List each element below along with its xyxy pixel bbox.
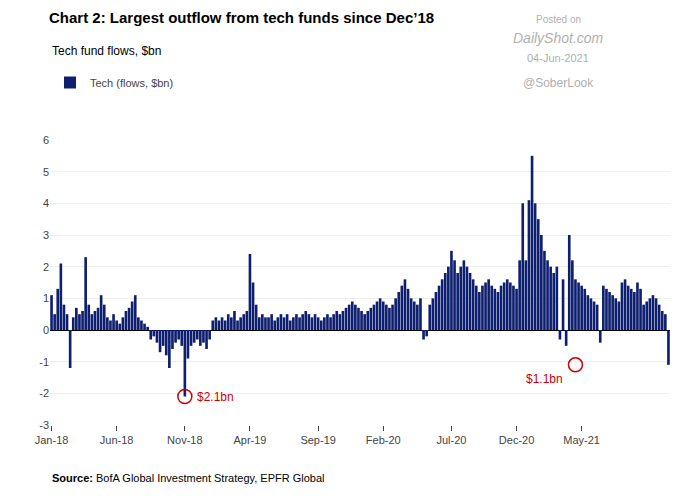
svg-text:-3: -3 [39,419,49,431]
svg-text:Jun-18: Jun-18 [100,434,134,446]
svg-text:Apr-19: Apr-19 [233,434,266,446]
svg-text:Source: BofA Global Investment: Source: BofA Global Investment Strategy,… [52,472,324,484]
svg-text:$2.1bn: $2.1bn [197,390,234,404]
svg-text:1: 1 [43,292,49,304]
svg-text:Tech fund flows, $bn: Tech fund flows, $bn [52,44,161,58]
svg-text:-1: -1 [39,356,49,368]
svg-text:DailyShot.com: DailyShot.com [513,30,604,46]
svg-text:May-21: May-21 [563,434,600,446]
svg-text:0: 0 [43,324,49,336]
svg-text:Jul-20: Jul-20 [436,434,466,446]
svg-text:Feb-20: Feb-20 [366,434,401,446]
svg-text:Tech (flows, $bn): Tech (flows, $bn) [90,77,173,89]
svg-text:2: 2 [43,261,49,273]
svg-text:Jan-18: Jan-18 [35,434,69,446]
svg-text:Chart 2: Largest outflow from: Chart 2: Largest outflow from tech funds… [49,9,434,26]
svg-text:3: 3 [43,229,49,241]
svg-text:6: 6 [43,134,49,146]
svg-text:Sep-19: Sep-19 [300,434,335,446]
svg-text:$1.1bn: $1.1bn [526,372,563,386]
svg-text:4: 4 [43,197,49,209]
svg-text:5: 5 [43,166,49,178]
svg-text:04-Jun-2021: 04-Jun-2021 [527,52,589,64]
svg-text:@SoberLook: @SoberLook [523,76,594,90]
svg-text:Posted on: Posted on [536,14,581,25]
svg-text:-2: -2 [39,387,49,399]
svg-text:Dec-20: Dec-20 [499,434,534,446]
svg-text:Nov-18: Nov-18 [167,434,202,446]
